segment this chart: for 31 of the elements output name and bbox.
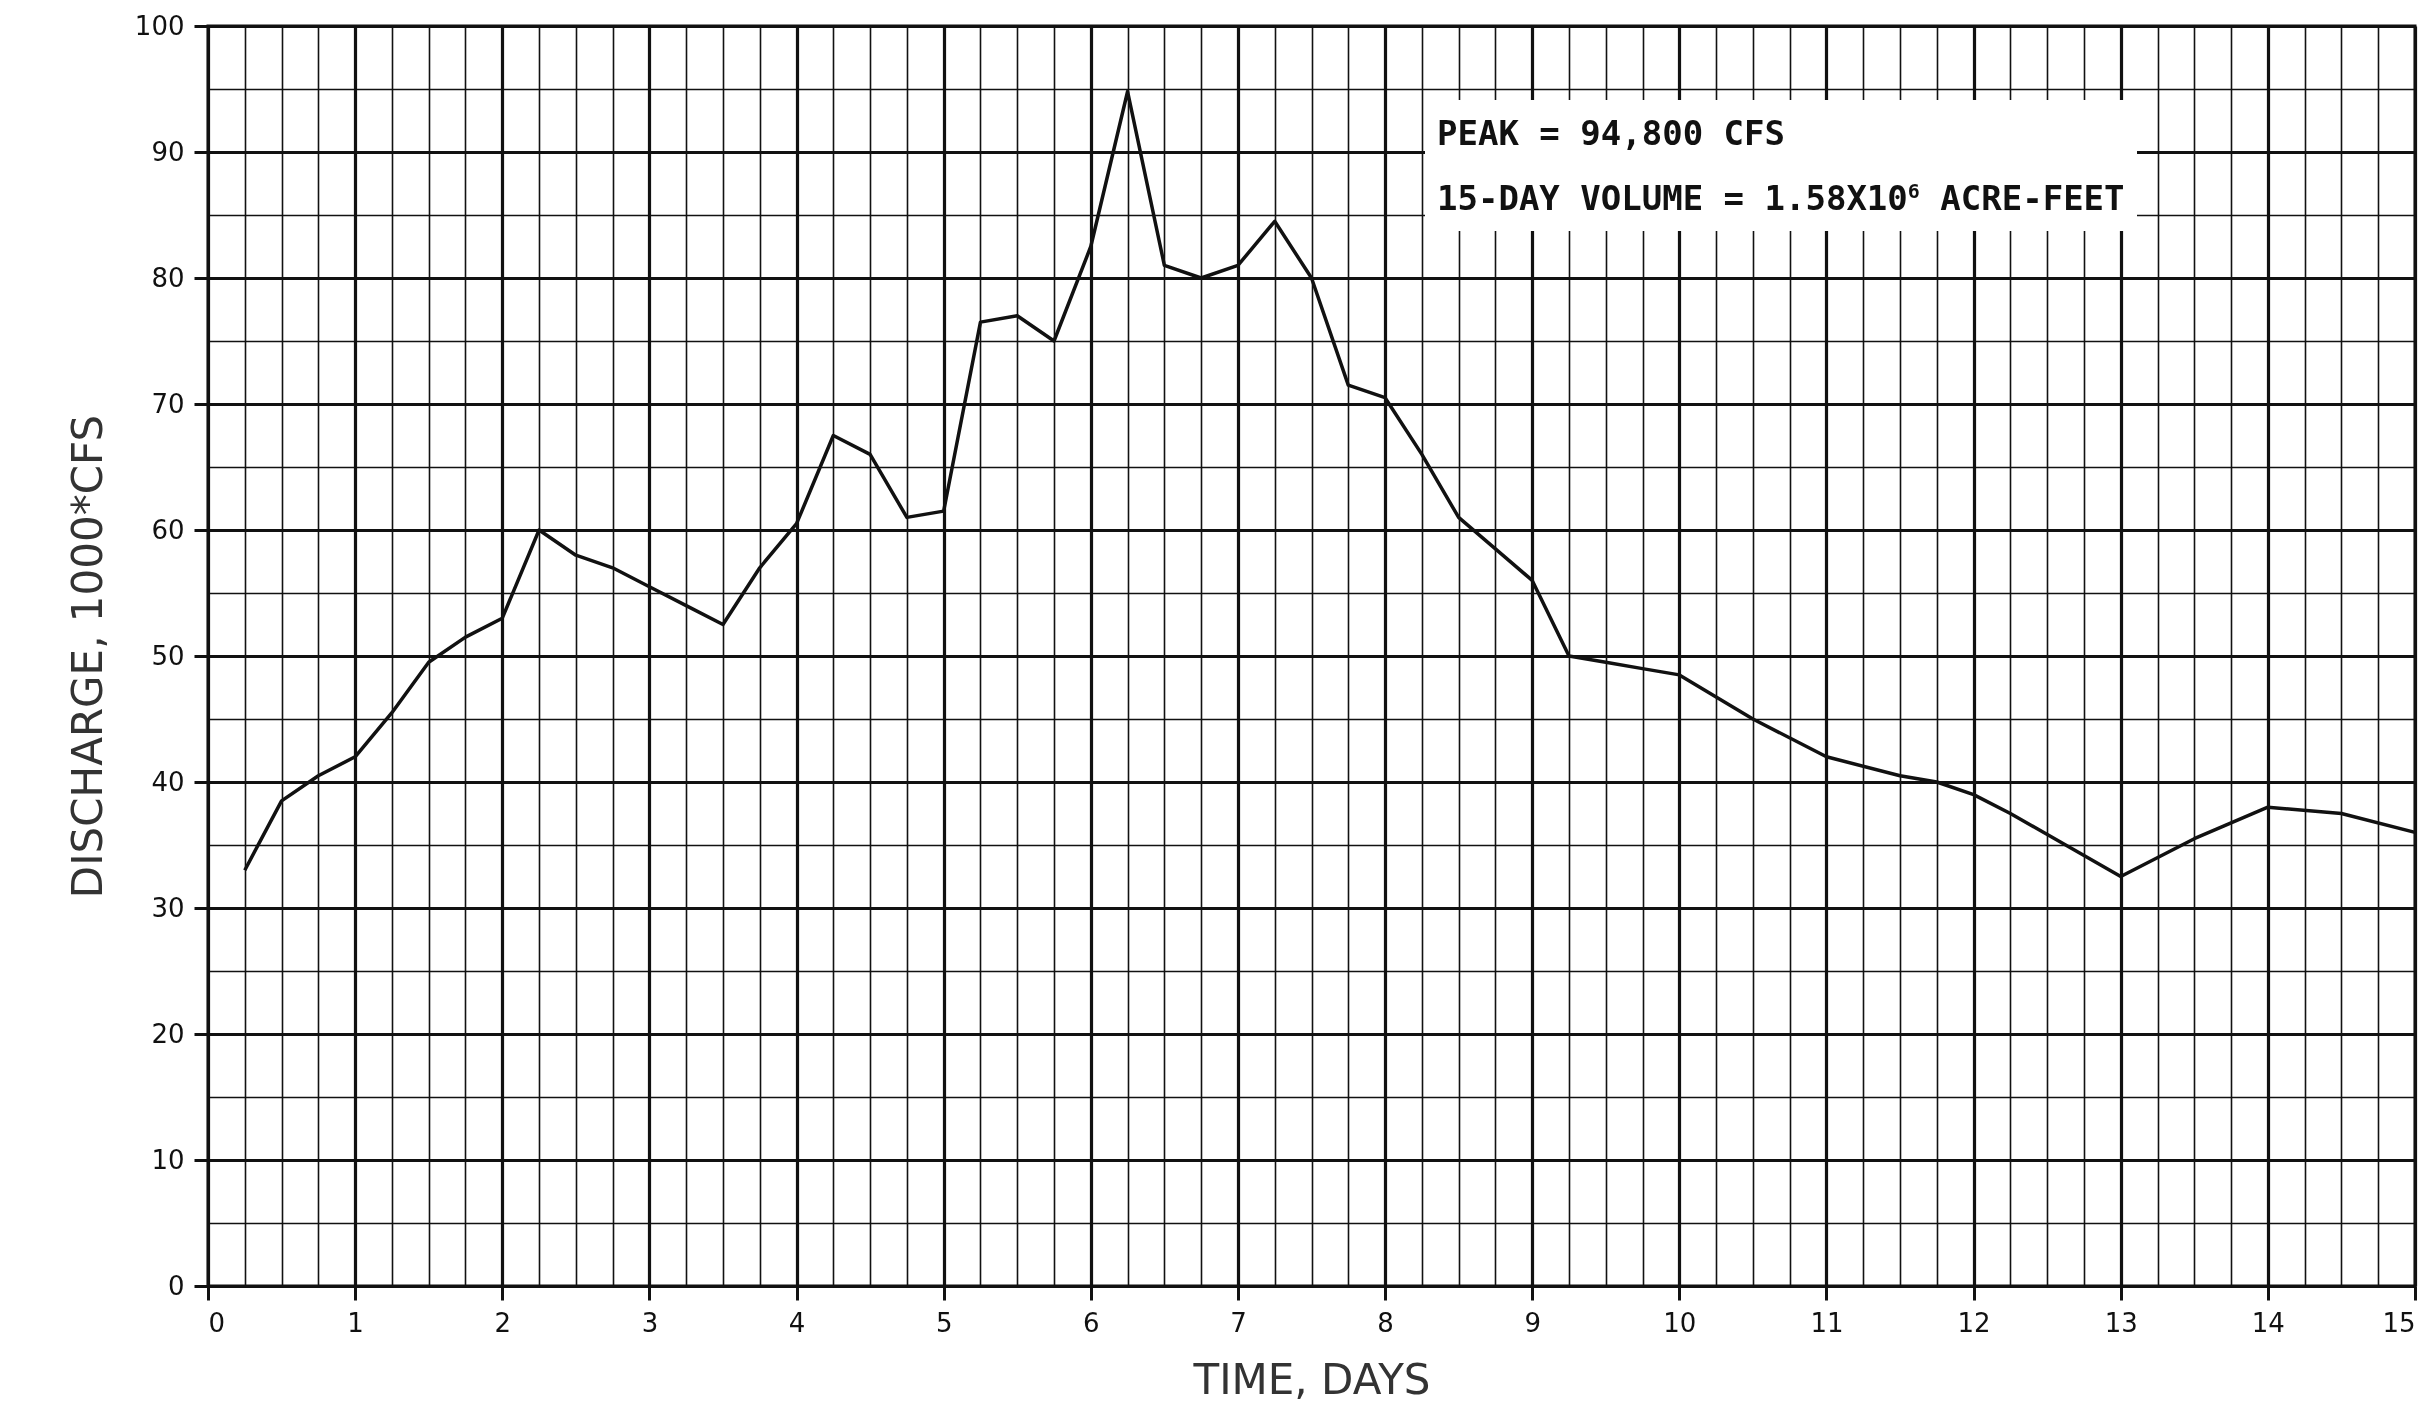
- x-tick-label: 10: [1663, 1307, 1697, 1338]
- annotation: PEAK = 94,800 CFS: [1437, 113, 1785, 153]
- y-tick-label: 70: [151, 388, 185, 419]
- y-tick-label: 40: [151, 766, 185, 797]
- y-axis-title: DISCHARGE, 1000*CFS: [62, 414, 112, 899]
- x-tick-label: 14: [2251, 1307, 2285, 1338]
- y-tick-label: 0: [167, 1270, 185, 1301]
- y-tick-label: 20: [151, 1018, 185, 1049]
- x-tick-label: 11: [1810, 1307, 1844, 1338]
- x-tick-label: 12: [1957, 1307, 1991, 1338]
- y-tick-label: 50: [151, 640, 185, 671]
- y-tick-label: 90: [151, 136, 185, 167]
- y-tick-label: 80: [151, 262, 185, 293]
- x-tick-label: 1: [347, 1307, 364, 1338]
- y-tick-label: 100: [134, 10, 185, 41]
- x-tick-label: 6: [1083, 1307, 1100, 1338]
- annotation: 15-DAY VOLUME = 1.58X10$^{6}$ ACRE-FEET: [1437, 178, 2125, 219]
- y-tick-label: 10: [151, 1144, 185, 1175]
- x-tick-label: 4: [788, 1307, 806, 1338]
- y-tick-label: 30: [151, 892, 185, 923]
- x-tick-label: 2: [494, 1307, 512, 1338]
- x-tick-label: 8: [1377, 1307, 1394, 1338]
- y-tick-label: 60: [151, 514, 185, 545]
- x-tick-label: 3: [641, 1307, 659, 1338]
- x-tick-label: 13: [2104, 1307, 2138, 1338]
- x-tick-label: 9: [1524, 1307, 1541, 1338]
- x-axis-title: TIME, DAYS: [1192, 1354, 1431, 1404]
- x-tick-label: 5: [935, 1307, 953, 1338]
- x-tick-label: 15: [2382, 1307, 2416, 1338]
- x-tick-label: 0: [208, 1307, 226, 1338]
- x-tick-label: 7: [1230, 1307, 1247, 1338]
